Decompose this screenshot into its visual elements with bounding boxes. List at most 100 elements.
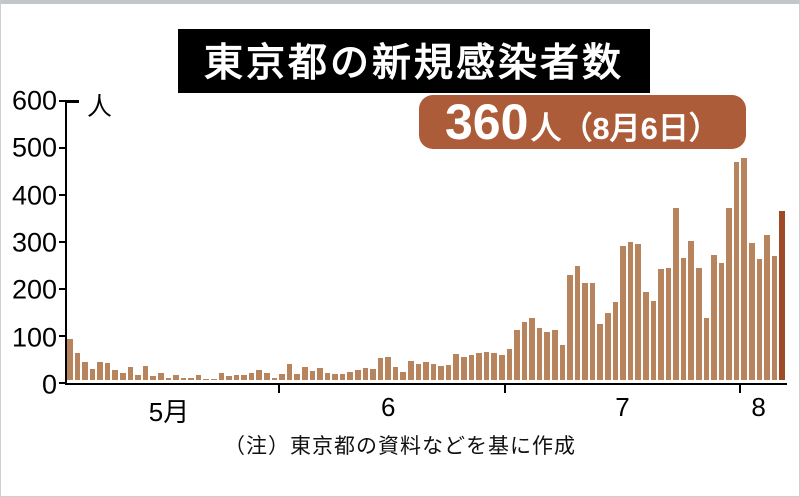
bar [301, 366, 308, 380]
bar [347, 371, 353, 380]
bar [430, 363, 437, 380]
bar [188, 377, 194, 380]
bar [529, 318, 535, 380]
bar [779, 210, 785, 380]
bar [286, 364, 293, 380]
bar [210, 379, 217, 380]
bar [309, 370, 316, 380]
x-axis-label: 5月 [148, 397, 190, 427]
source-note: （注）東京都の資料などを基に作成 [224, 435, 576, 458]
bar [203, 378, 209, 380]
y-axis-tick [59, 335, 65, 337]
badge-number: 360 [445, 94, 529, 150]
bar [567, 274, 573, 380]
x-axis-label: 8 [751, 392, 766, 422]
bar [332, 373, 338, 380]
y-axis-tick [59, 288, 65, 290]
bar [491, 352, 497, 380]
bar [370, 368, 376, 380]
bar [226, 376, 232, 380]
y-axis-tick [59, 147, 65, 149]
month-boundary-tick [738, 385, 741, 393]
x-axis-labels: 5月 6 7 8 [67, 392, 785, 427]
y-axis-tick [59, 241, 65, 243]
x-axis-label: 7 [615, 392, 630, 422]
bar [468, 354, 475, 380]
bar [354, 369, 361, 380]
bar [89, 369, 96, 380]
bar [271, 377, 278, 380]
y-axis-top-tick [65, 100, 79, 103]
bar [544, 332, 550, 380]
bar [665, 268, 672, 380]
x-axis-label: 6 [380, 392, 396, 422]
bar [392, 367, 399, 380]
bar [142, 365, 149, 380]
bar [589, 283, 596, 380]
bar [620, 245, 626, 380]
bar [749, 242, 755, 380]
bar [415, 363, 422, 380]
y-axis-label: 100 [11, 322, 57, 353]
bar [612, 302, 619, 380]
bar [377, 357, 384, 380]
bar [74, 352, 81, 380]
bar [104, 363, 111, 380]
bar [339, 374, 346, 380]
bar [241, 374, 247, 380]
bar [438, 366, 444, 380]
bar [552, 330, 558, 380]
y-axis-tick [59, 100, 65, 102]
bar [680, 257, 687, 380]
bar [726, 207, 732, 380]
plot-area [59, 100, 787, 385]
bar [150, 375, 156, 380]
bar [483, 351, 490, 380]
bar [165, 377, 172, 380]
bar [112, 369, 119, 380]
bar [711, 254, 717, 380]
y-axis-unit-label: 人 [87, 93, 113, 121]
y-axis-tick [59, 194, 65, 196]
y-axis-label: 500 [11, 132, 57, 163]
y-axis-tick [59, 382, 65, 384]
bar [408, 360, 414, 380]
bar [673, 207, 679, 380]
bar [233, 375, 240, 380]
chart-title: 東京都の新規感染者数 [178, 29, 651, 93]
bar [695, 267, 702, 380]
y-axis-label: 300 [11, 227, 57, 258]
bar [324, 373, 331, 380]
y-axis-label: 200 [11, 274, 57, 305]
badge-suffix: 人（8月6日） [530, 111, 720, 146]
bar [248, 372, 255, 380]
y-axis-label: 600 [11, 85, 57, 116]
bar [423, 361, 429, 380]
bar [120, 372, 126, 380]
bar [385, 357, 391, 380]
bar [173, 375, 179, 380]
bar [642, 291, 649, 380]
bar [688, 241, 694, 380]
x-axis-ticks [67, 385, 785, 393]
bar [559, 344, 566, 380]
bar [476, 353, 482, 380]
infection-badge: 360 人（8月6日） [419, 95, 746, 149]
bar [445, 365, 452, 380]
bar [453, 354, 460, 380]
bar [756, 258, 763, 380]
bar [67, 339, 73, 380]
bar [127, 366, 134, 380]
bar [718, 262, 725, 380]
bar [506, 348, 513, 380]
bars [67, 98, 785, 380]
bar [582, 283, 588, 380]
bar [741, 158, 748, 380]
bar [498, 354, 505, 380]
bar [195, 374, 202, 380]
bar [135, 375, 141, 380]
bar [635, 243, 641, 380]
bar [574, 265, 581, 380]
bar [264, 373, 270, 380]
bar [521, 321, 528, 380]
